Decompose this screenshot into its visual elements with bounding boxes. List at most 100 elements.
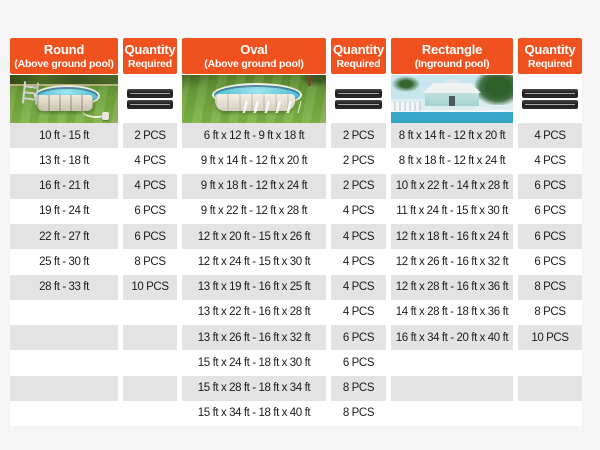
quantity-cell: 6 PCS xyxy=(331,325,386,351)
size-range-cell: 15 ft x 34 ft - 18 ft x 40 ft xyxy=(182,400,326,426)
size-range-cell: 14 ft x 28 ft - 18 ft x 36 ft xyxy=(391,299,513,325)
quantity-cell: 6 PCS xyxy=(123,224,177,250)
table-row: 28 ft - 33 ft 10 PCS 13 ft x 19 ft - 16 ft… xyxy=(10,274,582,300)
quantity-cell: 6 PCS xyxy=(518,224,582,250)
house-body-shape xyxy=(425,93,479,106)
column-title: Oval xyxy=(240,41,268,57)
table-row: 22 ft - 27 ft 6 PCS 12 ft x 20 ft - 15 ft … xyxy=(10,224,582,250)
quantity-cell xyxy=(123,299,177,325)
size-range-cell: 19 ft - 24 ft xyxy=(10,198,118,224)
pool-house-shape xyxy=(421,79,483,106)
column-title: Quantity xyxy=(524,41,576,57)
column-subtitle: Required xyxy=(528,57,572,70)
quantity-cell: 4 PCS xyxy=(331,224,386,250)
quantity-cell: 2 PCS xyxy=(331,148,386,174)
quantity-strips-image xyxy=(331,75,386,123)
pool-ladder-shape xyxy=(21,81,40,105)
size-range-cell: 12 ft x 28 ft - 16 ft x 36 ft xyxy=(391,274,513,300)
size-range-cell: 15 ft x 24 ft - 18 ft x 30 ft xyxy=(182,350,326,376)
column-subtitle: (Above ground pool) xyxy=(14,57,114,70)
round-pool-photo xyxy=(10,75,118,123)
size-range-cell: 9 ft x 14 ft - 12 ft x 20 ft xyxy=(182,148,326,174)
panel-strip-shape xyxy=(522,89,578,98)
quantity-cell xyxy=(123,400,177,426)
palm-tree-shape xyxy=(475,75,513,105)
tree-shadow-shape xyxy=(182,75,224,91)
treeline-shape xyxy=(10,75,118,84)
tree-trunk-shape xyxy=(308,75,311,86)
table-image-row xyxy=(10,74,582,123)
quantity-cell: 6 PCS xyxy=(331,350,386,376)
column-subtitle: (Inground pool) xyxy=(414,57,490,70)
size-range-cell: 13 ft x 22 ft - 16 ft x 28 ft xyxy=(182,299,326,325)
quantity-cell: 4 PCS xyxy=(331,249,386,275)
quantity-cell: 2 PCS xyxy=(123,123,177,149)
pool-sizing-table: Round (Above ground pool) Quantity Requi… xyxy=(10,38,582,426)
quantity-cell: 6 PCS xyxy=(123,198,177,224)
door-shape xyxy=(449,96,455,106)
quantity-cell xyxy=(123,325,177,351)
quantity-cell: 8 PCS xyxy=(123,249,177,275)
size-range-cell: 8 ft x 18 ft - 12 ft x 24 ft xyxy=(391,148,513,174)
column-title: Quantity xyxy=(124,41,176,57)
quantity-cell: 4 PCS xyxy=(518,123,582,149)
column-subtitle: Required xyxy=(128,57,172,70)
size-range-cell: 11 ft x 24 ft - 15 ft x 30 ft xyxy=(391,198,513,224)
column-subtitle: (Above ground pool) xyxy=(204,57,304,70)
table-row: 15 ft x 24 ft - 18 ft x 30 ft 6 PCS xyxy=(10,350,582,376)
quantity-cell: 2 PCS xyxy=(331,173,386,199)
quantity-cell: 6 PCS xyxy=(518,173,582,199)
pool-wall-shape xyxy=(37,95,93,111)
size-range-cell: 8 ft x 14 ft - 12 ft x 20 ft xyxy=(391,123,513,149)
column-title: Quantity xyxy=(332,41,385,57)
size-range-cell: 13 ft x 19 ft - 16 ft x 25 ft xyxy=(182,274,326,300)
size-range-cell: 12 ft x 26 ft - 16 ft x 32 ft xyxy=(391,249,513,275)
size-range-cell xyxy=(391,375,513,401)
column-header-round: Round (Above ground pool) xyxy=(10,38,118,74)
quantity-cell xyxy=(518,400,582,426)
quantity-cell xyxy=(518,375,582,401)
quantity-cell: 6 PCS xyxy=(518,198,582,224)
quantity-cell: 4 PCS xyxy=(123,173,177,199)
table-row: 15 ft x 34 ft - 18 ft x 40 ft 8 PCS xyxy=(10,400,582,426)
quantity-cell: 10 PCS xyxy=(518,325,582,351)
quantity-cell xyxy=(518,350,582,376)
quantity-cell: 2 PCS xyxy=(331,123,386,149)
quantity-cell: 8 PCS xyxy=(518,299,582,325)
size-range-cell xyxy=(391,350,513,376)
quantity-cell: 10 PCS xyxy=(123,274,177,300)
fence-shape xyxy=(391,102,421,111)
panel-strip-shape xyxy=(334,89,383,98)
size-range-cell xyxy=(10,325,118,351)
quantity-cell: 4 PCS xyxy=(123,148,177,174)
size-range-cell: 9 ft x 18 ft - 12 ft x 24 ft xyxy=(182,173,326,199)
panel-strip-shape xyxy=(126,100,174,109)
table-row: 10 ft - 15 ft 2 PCS 6 ft x 12 ft - 9 ft x … xyxy=(10,123,582,149)
column-title: Round xyxy=(43,41,85,57)
size-range-cell: 10 ft - 15 ft xyxy=(10,123,118,149)
table-row: 13 ft x 22 ft - 16 ft x 28 ft 4 PCS 14 ft … xyxy=(10,299,582,325)
panel-strip-shape xyxy=(522,100,578,109)
table-row: 16 ft - 21 ft 4 PCS 9 ft x 18 ft - 12 ft x… xyxy=(10,173,582,199)
size-range-cell xyxy=(10,350,118,376)
size-range-cell xyxy=(10,400,118,426)
quantity-cell: 4 PCS xyxy=(518,148,582,174)
size-range-cell: 10 ft x 22 ft - 14 ft x 28 ft xyxy=(391,173,513,199)
quantity-cell: 8 PCS xyxy=(331,400,386,426)
roof-shape xyxy=(423,83,481,93)
quantity-cell: 8 PCS xyxy=(518,274,582,300)
column-title: Rectangle xyxy=(421,41,483,57)
size-range-cell: 13 ft x 26 ft - 16 ft x 32 ft xyxy=(182,325,326,351)
column-header-oval: Oval (Above ground pool) xyxy=(182,38,326,74)
size-range-cell: 12 ft x 24 ft - 15 ft x 30 ft xyxy=(182,249,326,275)
size-range-cell: 16 ft - 21 ft xyxy=(10,173,118,199)
table-row: 19 ft - 24 ft 6 PCS 9 ft x 22 ft - 12 ft x… xyxy=(10,198,582,224)
size-range-cell: 13 ft - 18 ft xyxy=(10,148,118,174)
table-header-row: Round (Above ground pool) Quantity Requi… xyxy=(10,38,582,74)
size-range-cell xyxy=(391,400,513,426)
table-body: 10 ft - 15 ft 2 PCS 6 ft x 12 ft - 9 ft x … xyxy=(10,123,582,426)
column-header-quantity-rectangle: Quantity Required xyxy=(518,38,582,74)
size-range-cell: 12 ft x 18 ft - 16 ft x 24 ft xyxy=(391,224,513,250)
pool-pump-shape xyxy=(102,112,109,120)
inground-pool-photo xyxy=(391,75,513,123)
